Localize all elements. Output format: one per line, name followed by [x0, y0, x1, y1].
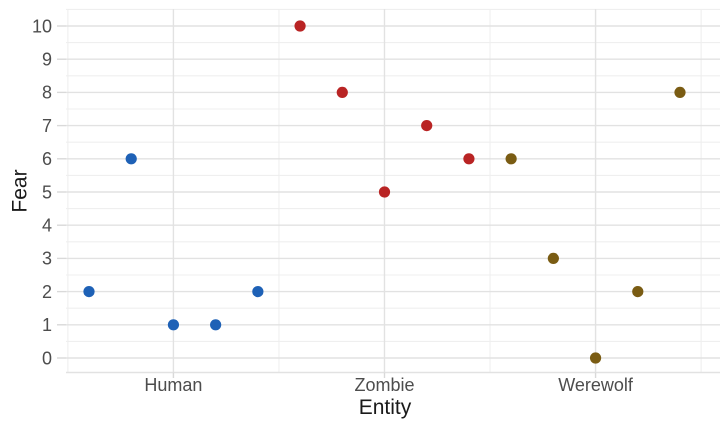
data-point	[674, 86, 686, 98]
x-tick-label: Zombie	[354, 375, 414, 395]
y-tick-label: 2	[42, 282, 52, 302]
data-point	[505, 153, 517, 165]
data-point	[547, 252, 559, 264]
data-point	[378, 186, 391, 198]
y-tick-label: 3	[42, 249, 52, 269]
data-point	[463, 153, 475, 165]
y-axis-title: Fear	[8, 169, 32, 213]
y-tick-label: 0	[42, 348, 52, 368]
data-point	[83, 286, 95, 298]
data-point	[294, 20, 306, 32]
data-point	[210, 319, 222, 331]
y-tick-label: 6	[42, 149, 52, 169]
data-point	[336, 86, 348, 98]
x-axis-title: Entity	[358, 396, 412, 419]
y-tick-label: 1	[42, 315, 52, 335]
data-point	[167, 319, 180, 331]
x-tick-label: Human	[144, 375, 202, 395]
x-tick-label: Werewolf	[558, 375, 634, 395]
data-point	[632, 286, 644, 298]
data-point	[252, 286, 264, 298]
y-tick-label: 4	[42, 216, 52, 236]
data-point	[421, 120, 433, 132]
y-tick-label: 10	[32, 16, 52, 36]
y-tick-label: 9	[42, 50, 52, 70]
data-point	[589, 352, 602, 364]
y-tick-label: 7	[42, 116, 52, 136]
data-point	[125, 153, 137, 165]
y-tick-label: 5	[42, 182, 52, 202]
y-tick-label: 8	[42, 83, 52, 103]
